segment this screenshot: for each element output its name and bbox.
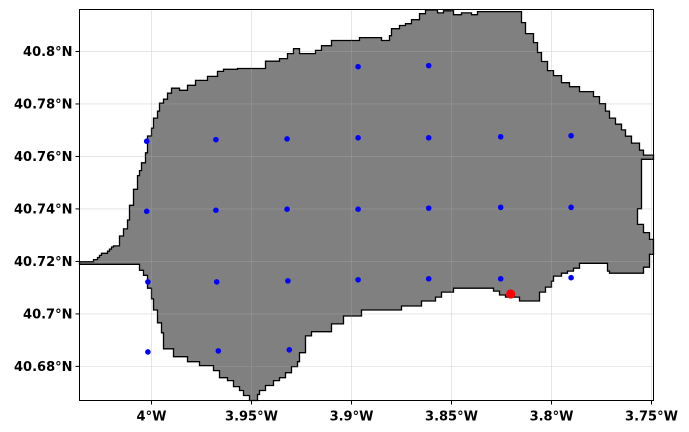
- y-tick-label: 40.7°N: [23, 307, 72, 322]
- y-tick-label: 40.74°N: [14, 202, 73, 217]
- grid-point: [284, 136, 290, 142]
- x-tick-label: 3.95°W: [225, 410, 278, 425]
- grid-point: [568, 204, 574, 211]
- grid-point: [213, 136, 219, 143]
- y-axis-ticks: 40.68°N 40.7°N 40.72°N 40.74°N 40.76°N 40.78°…: [14, 45, 80, 375]
- x-tick-label: 3.85°W: [425, 410, 478, 425]
- grid-point: [355, 206, 361, 212]
- grid-point: [143, 208, 150, 215]
- grid-point: [568, 274, 574, 281]
- grid-point: [145, 279, 151, 285]
- x-tick-label: 3.75°W: [625, 410, 678, 425]
- x-axis-ticks: 4°W 3.95°W 3.9°W 3.85°W 3.8°W 3.75°W: [137, 400, 678, 425]
- points-layer: [143, 62, 574, 355]
- grid-point: [497, 133, 504, 140]
- highlight-point: [506, 289, 516, 299]
- grid-point: [425, 275, 432, 282]
- grid-point: [568, 132, 574, 139]
- grid-point: [215, 348, 222, 354]
- x-tick-label: 4°W: [137, 410, 167, 425]
- y-tick-label: 40.76°N: [14, 150, 73, 165]
- grid-point: [355, 135, 361, 141]
- grid-point: [213, 279, 220, 285]
- grid-point: [355, 63, 361, 70]
- grid-point: [497, 275, 504, 282]
- grid-point: [213, 207, 219, 214]
- x-tick-label: 3.9°W: [330, 410, 374, 425]
- y-tick-label: 40.72°N: [14, 255, 73, 270]
- y-tick-label: 40.8°N: [23, 45, 72, 60]
- region-layer: [78, 9, 655, 402]
- region-polygon: [78, 9, 655, 402]
- map-frame: [79, 9, 654, 401]
- grid-point: [355, 276, 361, 283]
- y-tick-label: 40.78°N: [14, 97, 73, 112]
- y-tick-label: 40.68°N: [14, 360, 73, 375]
- grid-point: [145, 349, 151, 355]
- grid-point: [425, 62, 432, 69]
- grid-point: [286, 347, 293, 353]
- grid-point: [497, 204, 504, 211]
- gridlines-over-region: [79, 9, 654, 401]
- grid-point: [285, 278, 291, 284]
- grid-point: [425, 135, 432, 141]
- grid-point: [425, 205, 432, 211]
- grid-point: [284, 206, 290, 212]
- grid-point: [143, 138, 150, 145]
- x-tick-label: 3.8°W: [530, 410, 574, 425]
